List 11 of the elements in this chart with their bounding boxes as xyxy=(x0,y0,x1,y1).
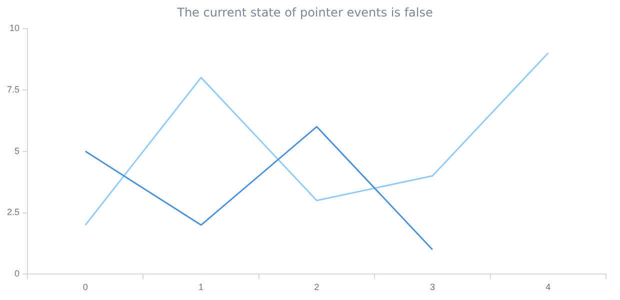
x-tick-label: 3 xyxy=(430,282,435,292)
y-tick-label: 5 xyxy=(14,146,20,156)
x-tick-label: 0 xyxy=(82,282,88,292)
y-tick-label: 0 xyxy=(14,268,20,279)
x-tick-label: 2 xyxy=(314,282,320,292)
y-tick-label: 2.5 xyxy=(6,207,20,218)
y-tick-label: 10 xyxy=(9,22,20,33)
x-tick-label: 4 xyxy=(546,282,551,292)
chart-title: The current state of pointer events is false xyxy=(176,5,433,20)
x-tick-label: 1 xyxy=(198,282,204,292)
y-tick-label: 7.5 xyxy=(6,84,20,94)
